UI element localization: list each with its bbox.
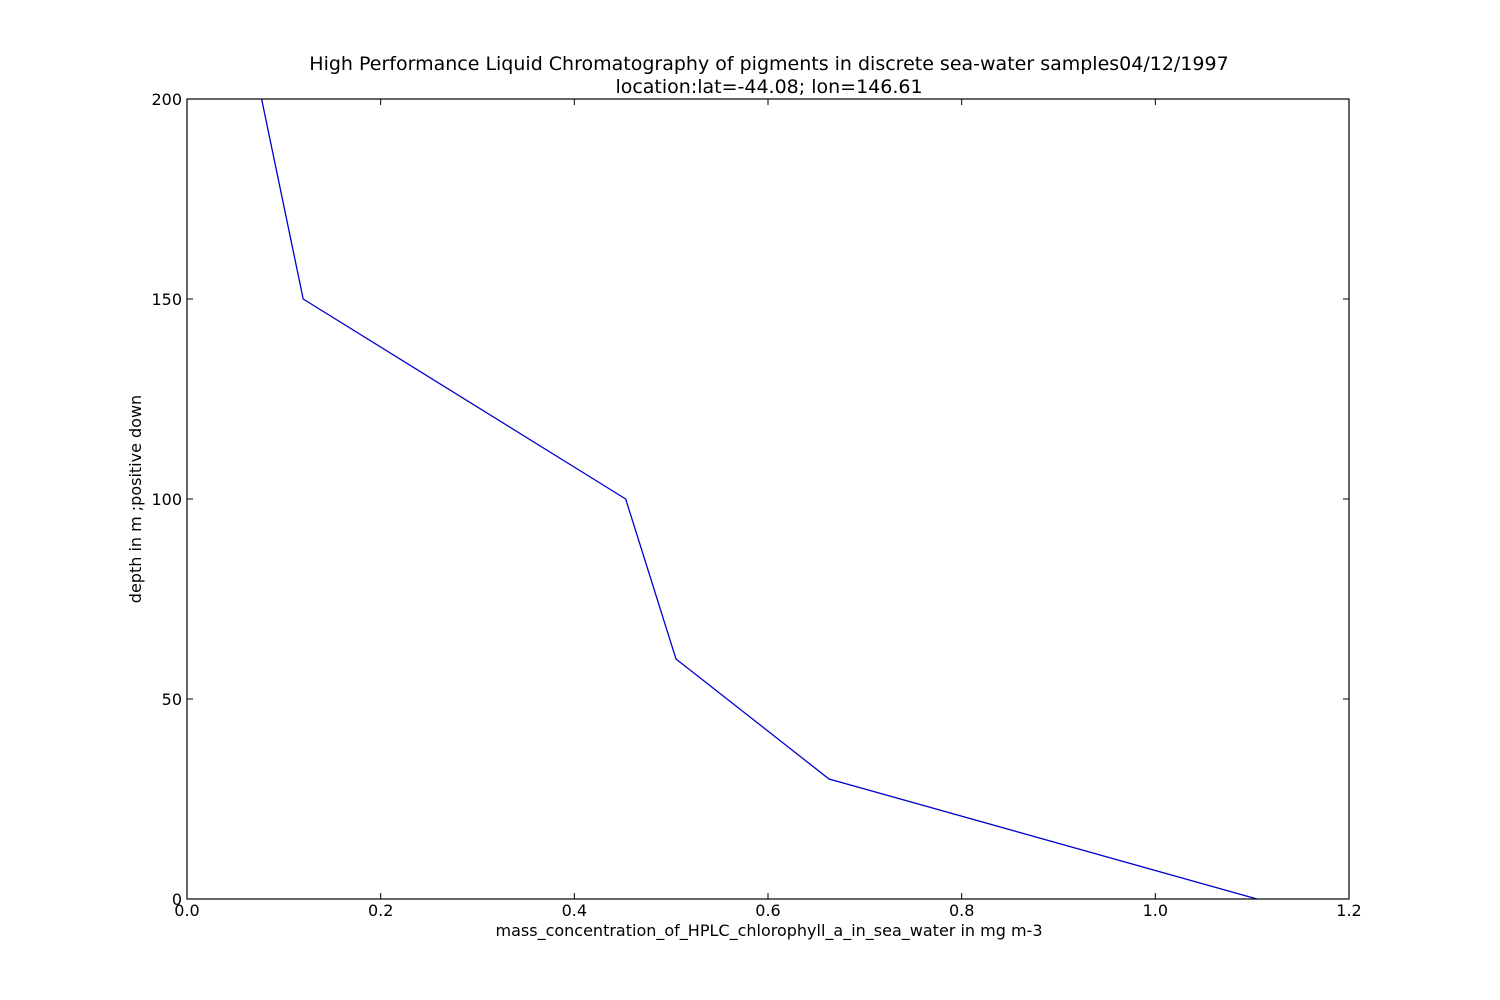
y-tick-label: 200 xyxy=(151,90,182,109)
x-axis-label: mass_concentration_of_HPLC_chlorophyll_a… xyxy=(496,921,1043,941)
y-tick-label: 50 xyxy=(162,690,182,709)
axes-frame xyxy=(186,98,1350,900)
series-line-0 xyxy=(260,98,1258,900)
y-tick-label: 150 xyxy=(151,290,182,309)
plot-area: 0.0 0.2 0.4 0.6 0.8 1.0 1.2 0 50 100 150 200 xyxy=(151,90,1361,920)
x-tick-label: 0.0 xyxy=(174,901,199,920)
x-tick-label: 0.6 xyxy=(755,901,780,920)
x-tick-label: 0.8 xyxy=(949,901,974,920)
x-tick-label: 1.2 xyxy=(1336,901,1361,920)
y-axis-label: depth in m ;positive down xyxy=(126,395,145,603)
x-tick-label: 1.0 xyxy=(1143,901,1168,920)
x-tick-label: 0.4 xyxy=(562,901,587,920)
chart-title-line-1: High Performance Liquid Chromatography o… xyxy=(309,53,1228,75)
x-tick-label: 0.2 xyxy=(368,901,393,920)
chart-title-line-2: location:lat=-44.08; lon=146.61 xyxy=(615,76,922,98)
y-tick-label: 100 xyxy=(151,490,182,509)
y-tick-label: 0 xyxy=(172,890,182,909)
